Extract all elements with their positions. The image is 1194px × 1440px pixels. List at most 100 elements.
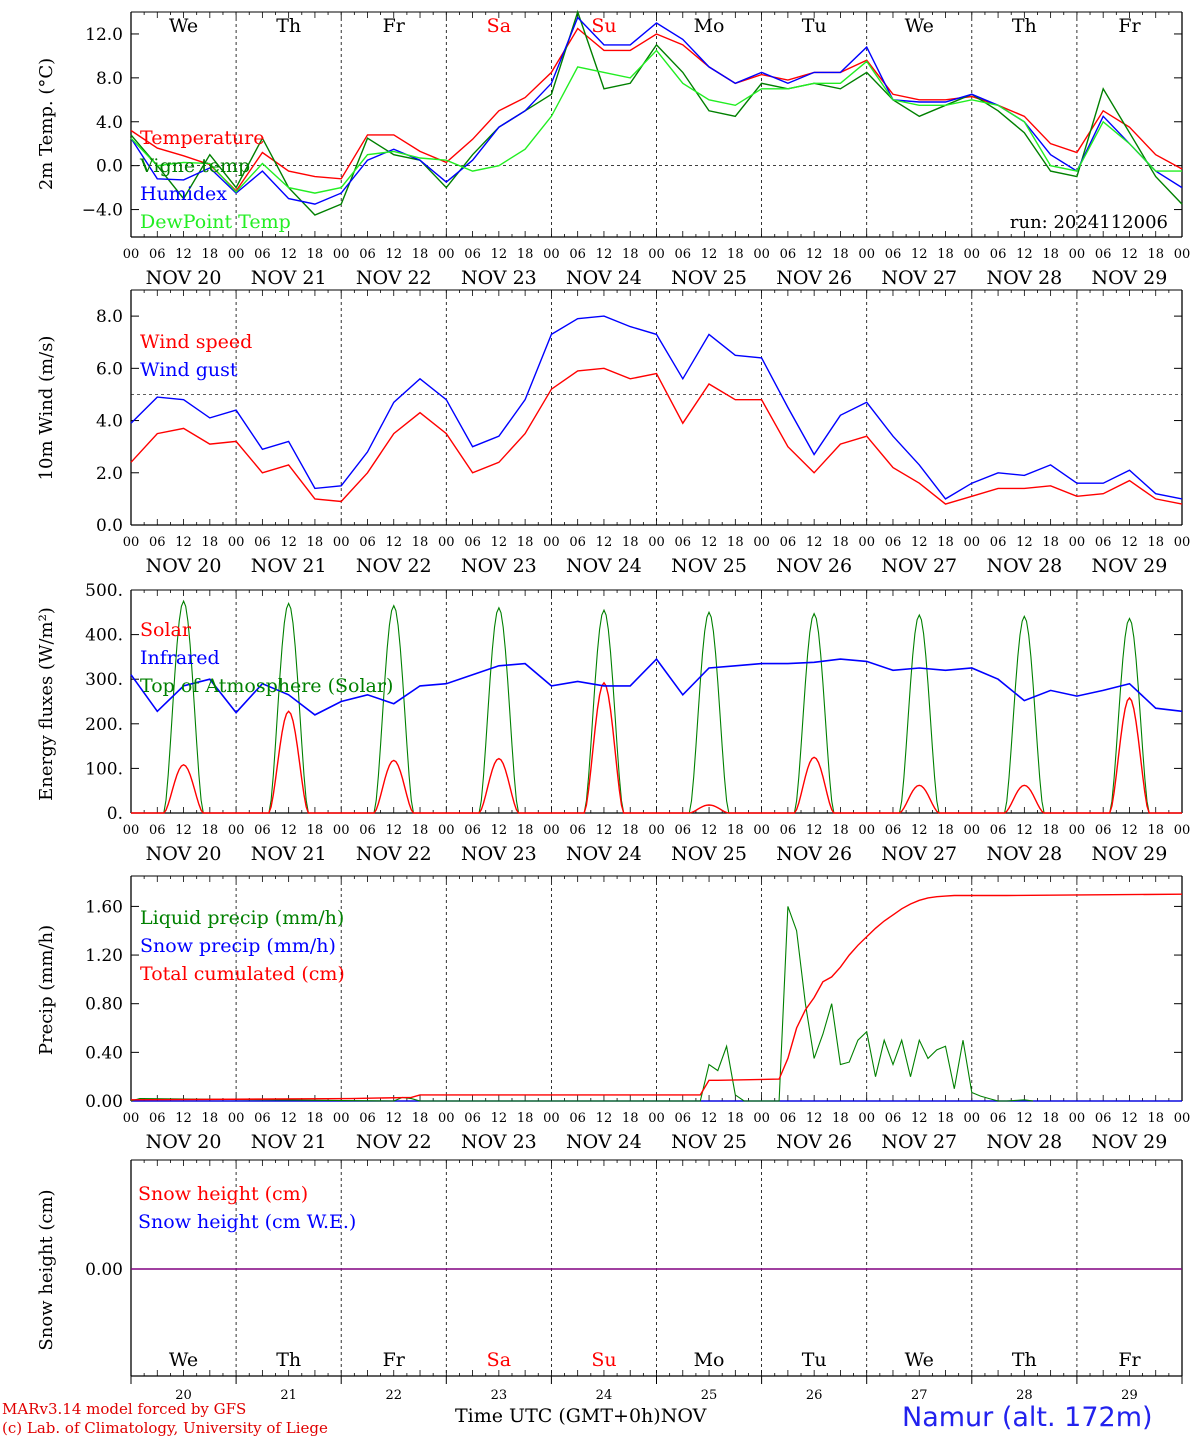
- temp-hour-label: 06: [990, 247, 1007, 262]
- temp-day-label: NOV 20: [146, 267, 222, 289]
- energy-hour-label: 12: [385, 823, 402, 838]
- wind-hour-label: 06: [149, 535, 166, 550]
- snow-day-number: 23: [491, 1388, 508, 1403]
- precip-hour-label: 12: [701, 1111, 718, 1126]
- energy-hour-label: 06: [675, 823, 692, 838]
- wind-hour-label: 12: [806, 535, 823, 550]
- temp-hour-label: 18: [622, 247, 639, 262]
- energy-ytick-label: 300.: [85, 670, 123, 690]
- wind-day-label: NOV 20: [146, 555, 222, 577]
- temp-hour-label: 00: [964, 247, 981, 262]
- precip-hour-label: 18: [202, 1111, 219, 1126]
- temp-hour-label: 12: [491, 247, 508, 262]
- temp-panel: 12.0 8.0 4.0 0.0 −4.0 2m Temp. (°C) 00 06 12 18 00…: [36, 9, 1190, 289]
- snow-panel: 0.00 Snow height (cm) Snow height (cm) Snow…: [36, 1159, 1183, 1403]
- energy-day-label: NOV 22: [356, 843, 432, 865]
- precip-hour-label: 18: [622, 1111, 639, 1126]
- energy-hour-label: 18: [1147, 823, 1164, 838]
- snow-weekday-label: Th: [1012, 1349, 1037, 1371]
- wind-ytick-label: 0.0: [96, 516, 123, 536]
- energy-hour-label: 00: [964, 823, 981, 838]
- temp-day-label: NOV 24: [566, 267, 642, 289]
- snow-legend-entry: Snow height (cm W.E.): [138, 1211, 356, 1233]
- precip-hour-label: 00: [123, 1111, 140, 1126]
- precip-day-label: NOV 27: [881, 1131, 957, 1153]
- energy-ytick-label: 400.: [85, 626, 123, 646]
- wind-hour-label: 12: [701, 535, 718, 550]
- temp-hour-label: 06: [780, 247, 797, 262]
- temp-legend-entry: Humidex: [140, 183, 227, 205]
- energy-hour-label: 00: [333, 823, 350, 838]
- wind-day-label: NOV 22: [356, 555, 432, 577]
- energy-hour-label: 00: [753, 823, 770, 838]
- precip-hour-label: 00: [1174, 1111, 1191, 1126]
- precip-hour-label: 06: [569, 1111, 586, 1126]
- temp-ytick-label: 4.0: [96, 113, 123, 133]
- wind-hour-label: 00: [123, 535, 140, 550]
- wind-ytick-label: 2.0: [96, 464, 123, 484]
- temp-hour-label: 00: [858, 247, 875, 262]
- station-label: Namur (alt. 172m): [902, 1402, 1153, 1433]
- temp-weekday-label: Th: [1012, 15, 1037, 37]
- snow-ytick-label: 0.00: [85, 1260, 123, 1280]
- wind-hour-label: 18: [307, 535, 324, 550]
- wind-hour-label: 00: [648, 535, 665, 550]
- energy-hour-label: 00: [1069, 823, 1086, 838]
- temp-series-line: [130, 9, 1183, 216]
- energy-hour-label: 18: [622, 823, 639, 838]
- snow-day-number: 20: [175, 1388, 192, 1403]
- energy-day-label: NOV 23: [461, 843, 537, 865]
- temp-day-label: NOV 23: [461, 267, 537, 289]
- wind-hour-label: 00: [858, 535, 875, 550]
- wind-hour-label: 06: [254, 535, 271, 550]
- precip-hour-label: 06: [780, 1111, 797, 1126]
- energy-legend-entry: Solar: [140, 619, 192, 641]
- energy-day-label: NOV 25: [671, 843, 747, 865]
- precip-day-label: NOV 25: [671, 1131, 747, 1153]
- snow-day-number: 26: [806, 1388, 823, 1403]
- energy-hour-label: 00: [228, 823, 245, 838]
- wind-ytick-label: 6.0: [96, 359, 123, 379]
- precip-hour-label: 18: [307, 1111, 324, 1126]
- temp-hour-label: 06: [675, 247, 692, 262]
- snow-weekday-label: Fr: [1118, 1349, 1141, 1371]
- energy-hour-label: 06: [254, 823, 271, 838]
- infrared-line: [130, 657, 1183, 716]
- temp-hour-label: 12: [806, 247, 823, 262]
- temp-series-line: [130, 49, 1182, 194]
- temp-weekday-label: Tu: [802, 15, 827, 37]
- wind-panel: 8.0 6.0 4.0 2.0 0.0 10m Wind (m/s) 00 06 12 18 00 0…: [36, 289, 1191, 577]
- precip-hour-label: 12: [596, 1111, 613, 1126]
- wind-hour-label: 00: [333, 535, 350, 550]
- precip-hour-label: 06: [149, 1111, 166, 1126]
- energy-hour-label: 12: [701, 823, 718, 838]
- energy-hour-label: 06: [569, 823, 586, 838]
- energy-hour-label: 06: [885, 823, 902, 838]
- snow-day-number: 24: [596, 1388, 613, 1403]
- temp-ytick-label: 8.0: [96, 69, 123, 89]
- energy-day-label: NOV 26: [776, 843, 852, 865]
- energy-hour-label: 18: [832, 823, 849, 838]
- precip-day-label: NOV 20: [146, 1131, 222, 1153]
- wind-hour-label: 12: [1016, 535, 1033, 550]
- temp-legend-entry: Temperature: [140, 127, 264, 149]
- temp-hour-label: 06: [569, 247, 586, 262]
- temp-hour-label: 12: [1121, 247, 1138, 262]
- temp-hour-label: 00: [438, 247, 455, 262]
- temp-ytick-label: 0.0: [96, 157, 123, 177]
- wind-hour-label: 12: [385, 535, 402, 550]
- temp-hour-label: 12: [280, 247, 297, 262]
- temp-day-label: NOV 26: [776, 267, 852, 289]
- energy-legend-entry: Infrared: [140, 647, 220, 669]
- energy-hour-label: 18: [727, 823, 744, 838]
- precip-hour-label: 12: [1016, 1111, 1033, 1126]
- wind-hour-label: 06: [780, 535, 797, 550]
- temp-hour-label: 00: [123, 247, 140, 262]
- snow-weekday-label: Su: [591, 1349, 616, 1371]
- temp-weekday-label: Th: [276, 15, 301, 37]
- wind-hour-label: 00: [1174, 535, 1191, 550]
- wind-hour-label: 12: [596, 535, 613, 550]
- precip-hour-label: 12: [1121, 1111, 1138, 1126]
- wind-hour-label: 00: [438, 535, 455, 550]
